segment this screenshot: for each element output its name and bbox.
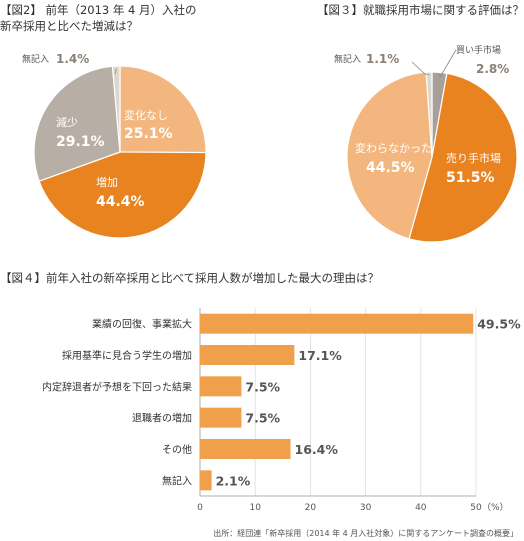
slice-label: 売り手市場 [446,151,501,165]
slice-value: 51.5% [446,170,495,186]
bar [200,470,212,491]
fig2-title: 【図2】 前年（2013 年 4 月）入社の 新卒採用と比べた増減は？ [0,3,197,33]
category-label: 無記入 [162,474,192,487]
bar [200,313,474,334]
x-unit-label: （%） [482,502,509,513]
pie-slice [38,151,207,239]
x-tick-label: 0 [197,503,203,513]
slice-value: 2.8% [476,62,509,76]
category-label: 業績の回復、事業拡大 [92,318,192,331]
bar-value-label: 7.5% [245,411,280,426]
slice-label: 変わらなかった [355,141,432,155]
bar-value-label: 17.1% [298,348,342,363]
source-note: 出所：経団連「新卒採用（2014 年 4 月入社対象）に関するアンケート調査の概… [213,529,518,538]
slice-value: 44.4% [96,194,145,210]
slice-value: 1.4% [56,52,89,66]
x-tick-label: 30 [360,503,372,513]
x-tick-label: 50 [470,503,482,513]
slice-label: 買い手市場 [456,44,501,56]
bar [200,345,295,365]
pie-slice [346,71,433,240]
slice-label: 減少 [56,115,78,129]
category-label: 内定辞退者が予想を下回った結果 [42,380,192,393]
pie-slice [425,71,433,158]
category-label: 採用基準に見合う学生の増加 [62,349,192,362]
bar-value-label: 7.5% [245,379,280,394]
pie-slice [408,72,518,243]
slice-label: 変化なし [124,108,168,122]
slice-value: 25.1% [124,126,173,142]
slice-value: 44.5% [366,160,415,176]
category-label: その他 [162,443,192,456]
pie-slice [33,65,121,182]
bar-value-label: 49.5% [477,317,521,332]
pie-slice [111,65,121,153]
x-tick-label: 20 [305,503,317,513]
leader-line [438,49,457,78]
fig3-title: 【図３】就職採用市場に関する評価は？ [317,3,524,17]
bar [200,439,291,459]
category-label: 退職者の増加 [132,412,192,425]
slice-label: 増加 [96,176,118,189]
slice-value: 1.1% [366,52,399,66]
slice-value: 29.1% [56,134,105,150]
slice-label: 無記入 [22,53,49,65]
bar [200,407,242,428]
bar-value-label: 16.4% [295,442,339,457]
leader-line [411,61,430,75]
bar-value-label: 2.1% [216,473,251,488]
slice-label: 無記入 [334,53,361,65]
fig4-title: 【図４】前年入社の新卒採用と比べて採用人数が増加した最大の理由は？ [0,271,380,285]
pie-slice [119,65,207,154]
leader-line [114,68,117,75]
bar [200,376,242,397]
x-tick-label: 10 [249,503,261,513]
x-tick-label: 40 [415,503,427,513]
